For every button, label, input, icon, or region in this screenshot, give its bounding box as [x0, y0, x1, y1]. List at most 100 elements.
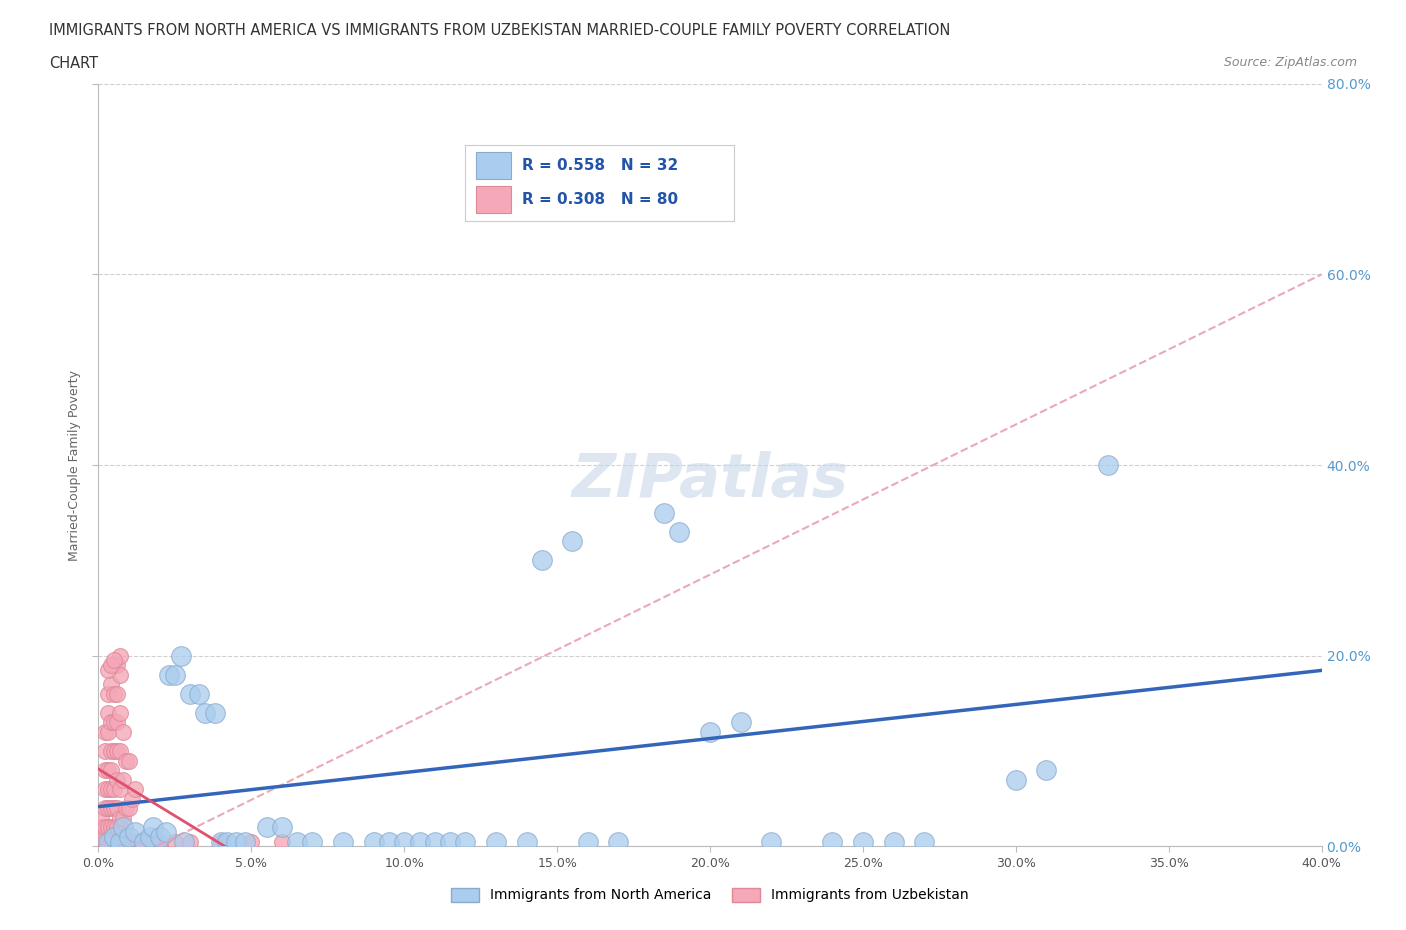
- Point: [516, 162, 538, 177]
- Point: [668, 525, 690, 539]
- Point: [105, 715, 128, 730]
- Point: [105, 686, 128, 701]
- Text: ZIPatlas: ZIPatlas: [571, 451, 849, 510]
- Point: [124, 834, 146, 849]
- Point: [883, 834, 905, 849]
- Point: [118, 834, 141, 849]
- Point: [105, 772, 128, 787]
- Point: [821, 834, 844, 849]
- Point: [423, 834, 446, 849]
- Point: [118, 753, 141, 768]
- Point: [90, 810, 112, 825]
- Point: [103, 715, 125, 730]
- Point: [215, 834, 238, 849]
- Point: [157, 668, 180, 683]
- Point: [124, 825, 146, 840]
- Y-axis label: Married-Couple Family Poverty: Married-Couple Family Poverty: [67, 369, 82, 561]
- Point: [100, 658, 122, 672]
- Point: [97, 724, 120, 739]
- Point: [139, 830, 162, 844]
- Point: [93, 801, 115, 816]
- Point: [93, 744, 115, 759]
- Point: [111, 834, 134, 849]
- Text: CHART: CHART: [49, 56, 98, 71]
- Point: [115, 801, 138, 816]
- Point: [121, 791, 143, 806]
- Point: [118, 801, 141, 816]
- Point: [179, 834, 201, 849]
- Point: [163, 668, 186, 683]
- Point: [285, 834, 308, 849]
- Point: [194, 706, 217, 721]
- Point: [188, 686, 211, 701]
- Point: [100, 781, 122, 796]
- Point: [607, 834, 630, 849]
- Point: [332, 834, 354, 849]
- Point: [111, 772, 134, 787]
- Point: [134, 834, 156, 849]
- Point: [142, 820, 165, 835]
- Point: [392, 834, 416, 849]
- Point: [652, 505, 675, 520]
- Point: [100, 820, 122, 835]
- Text: R = 0.308   N = 80: R = 0.308 N = 80: [522, 193, 678, 207]
- Point: [363, 834, 385, 849]
- Point: [127, 834, 149, 849]
- Point: [108, 668, 131, 683]
- Bar: [477, 186, 512, 213]
- Point: [852, 834, 875, 849]
- Bar: [477, 152, 512, 179]
- Point: [103, 801, 125, 816]
- Point: [105, 820, 128, 835]
- Point: [108, 706, 131, 721]
- Point: [103, 830, 125, 844]
- Point: [149, 830, 172, 844]
- Text: R = 0.558   N = 32: R = 0.558 N = 32: [522, 158, 678, 173]
- Point: [378, 834, 401, 849]
- Point: [108, 810, 131, 825]
- Point: [103, 686, 125, 701]
- Point: [97, 834, 120, 849]
- Point: [173, 834, 195, 849]
- Point: [270, 820, 292, 835]
- Point: [108, 781, 131, 796]
- Text: IMMIGRANTS FROM NORTH AMERICA VS IMMIGRANTS FROM UZBEKISTAN MARRIED-COUPLE FAMIL: IMMIGRANTS FROM NORTH AMERICA VS IMMIGRA…: [49, 23, 950, 38]
- Point: [516, 834, 538, 849]
- Point: [90, 820, 112, 835]
- Point: [1035, 763, 1057, 777]
- Point: [108, 834, 131, 849]
- Point: [179, 686, 201, 701]
- Point: [136, 834, 159, 849]
- Point: [90, 834, 112, 849]
- Point: [100, 763, 122, 777]
- Point: [97, 781, 120, 796]
- Point: [163, 834, 186, 849]
- Point: [115, 753, 138, 768]
- Point: [100, 715, 122, 730]
- Point: [256, 820, 278, 835]
- Point: [90, 830, 112, 844]
- Point: [240, 834, 263, 849]
- Text: Source: ZipAtlas.com: Source: ZipAtlas.com: [1223, 56, 1357, 69]
- Point: [204, 706, 226, 721]
- Point: [233, 834, 256, 849]
- Point: [121, 834, 143, 849]
- Point: [576, 834, 599, 849]
- Point: [93, 834, 115, 849]
- Point: [699, 724, 721, 739]
- Point: [111, 810, 134, 825]
- Point: [149, 834, 172, 849]
- Point: [93, 763, 115, 777]
- Point: [97, 706, 120, 721]
- Point: [209, 834, 232, 849]
- Point: [105, 834, 128, 849]
- Point: [485, 834, 508, 849]
- Point: [912, 834, 935, 849]
- Point: [105, 801, 128, 816]
- Point: [155, 825, 177, 840]
- Point: [100, 744, 122, 759]
- Point: [301, 834, 323, 849]
- Point: [439, 834, 461, 849]
- Point: [103, 781, 125, 796]
- Point: [134, 834, 156, 849]
